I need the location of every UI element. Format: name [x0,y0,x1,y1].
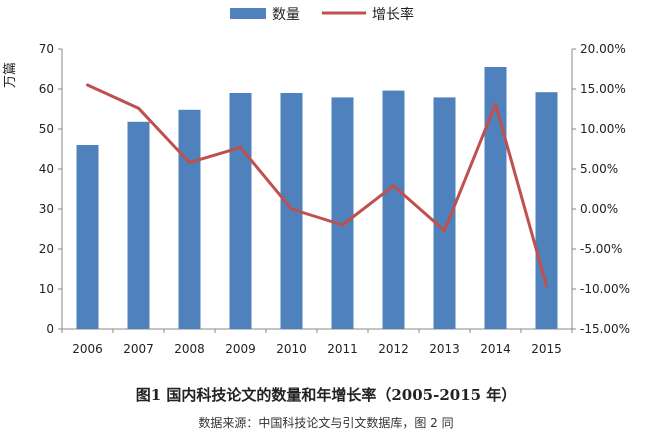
y-left-tick-label: 20 [39,242,54,256]
bar [229,93,252,329]
bar [331,97,354,330]
y-left-tick-label: 10 [39,282,54,296]
x-tick-label: 2015 [531,342,562,356]
y-left-tick-label: 70 [39,42,54,56]
y-left-tick-label: 0 [46,322,54,336]
bar [127,121,150,329]
y-left-tick-label: 60 [39,82,54,96]
growth-rate-point [188,161,191,165]
growth-rate-point [86,83,89,87]
legend-line-label: 增长率 [372,6,414,23]
bar [178,109,201,329]
legend-bar-label: 数量 [272,7,300,23]
bar [433,97,456,330]
growth-rate-point [137,106,140,110]
bar [484,67,507,329]
combo-chart: 数量 增长率 万篇 0 10 20 30 40 50 60 70 -15.00% -10.00% -… [3,6,630,356]
growth-rate-line [86,83,548,287]
legend-bar-swatch [230,8,266,19]
y-left-axis-label: 万篇 [3,62,18,88]
x-tick-label: 2010 [276,342,307,356]
bar [76,145,99,329]
y-right-tick-label: -5.00% [580,242,622,256]
x-tick-label: 2012 [378,342,409,356]
x-tick-label: 2006 [72,342,103,356]
growth-rate-point [341,223,344,227]
y-right-tick-label: 5.00% [580,162,618,176]
x-tick-label: 2008 [174,342,205,356]
y-right-tick-label: 0.00% [580,202,618,216]
y-right-tick-label: 20.00% [580,42,626,56]
y-right-tick-label: 15.00% [580,82,626,96]
y-right-tick-label: -10.00% [580,282,630,296]
growth-rate-point [290,207,293,211]
bar [382,90,405,329]
bar [535,92,558,329]
data-source: 数据来源：中国科技论文与引文数据库，图 2 同 [198,416,454,430]
x-tick-label: 2009 [225,342,256,356]
growth-rate-point [494,102,497,106]
growth-rate-point [545,284,548,288]
x-tick-label: 2007 [123,342,154,356]
y-left-tick-label: 50 [39,122,54,136]
y-right-tick-label: 10.00% [580,122,626,136]
growth-rate-point [443,229,446,233]
plot-area: 0 10 20 30 40 50 60 70 -15.00% -10.00% -5.00% 0.00%… [39,42,630,356]
x-tick-label: 2011 [327,342,358,356]
y-left-tick-label: 30 [39,202,54,216]
figure-caption: 图1 国内科技论文的数量和年增长率（2005-2015 年） [135,386,517,404]
bar [280,93,303,329]
y-left-tick-label: 40 [39,162,54,176]
y-right-tick-label: -15.00% [580,322,630,336]
x-tick-label: 2014 [480,342,511,356]
x-tick-label: 2013 [429,342,460,356]
growth-rate-point [392,184,395,188]
growth-rate-point [239,145,242,149]
legend: 数量 增长率 [230,6,414,23]
